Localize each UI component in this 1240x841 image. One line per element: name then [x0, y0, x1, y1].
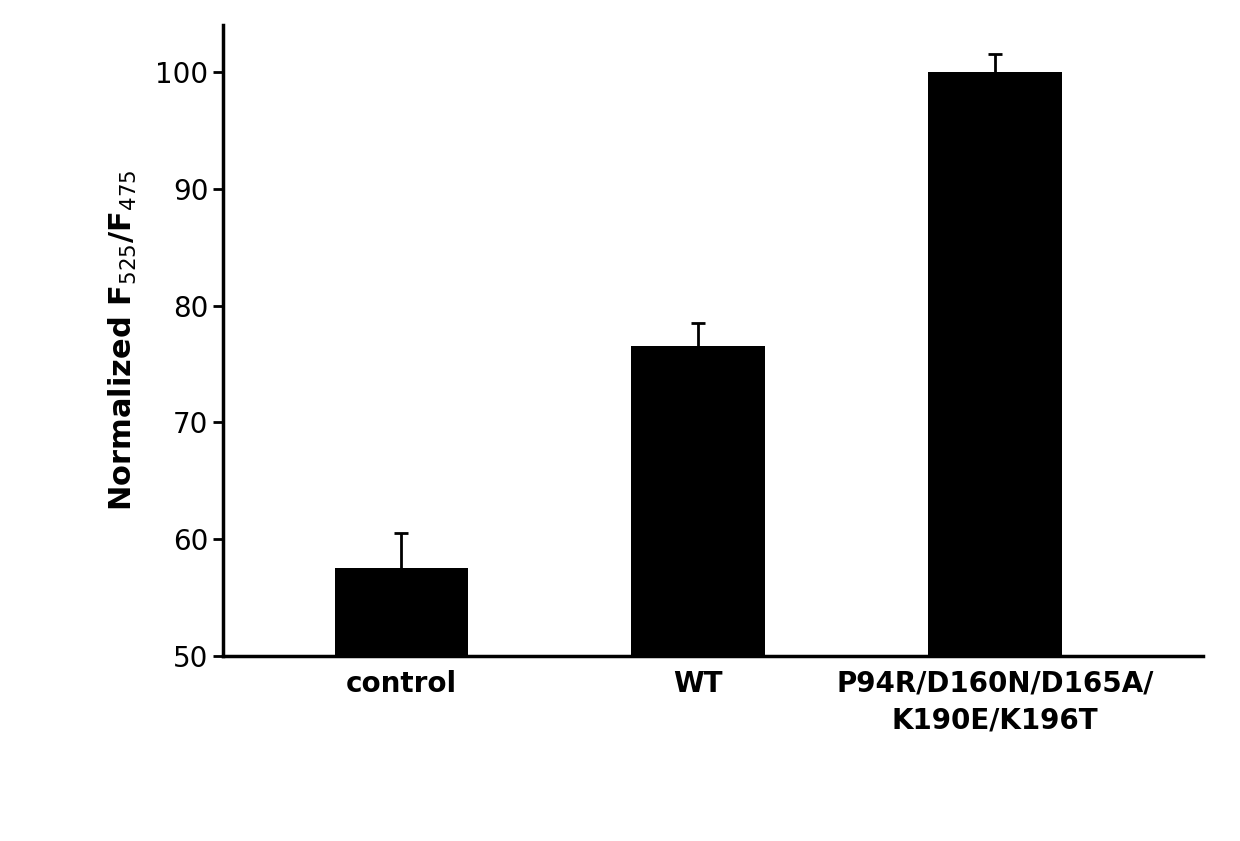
Bar [631, 346, 765, 656]
Y-axis label: Normalized F$_{525}$/F$_{475}$: Normalized F$_{525}$/F$_{475}$ [107, 170, 139, 511]
Bar [929, 72, 1061, 656]
Bar [335, 569, 467, 656]
